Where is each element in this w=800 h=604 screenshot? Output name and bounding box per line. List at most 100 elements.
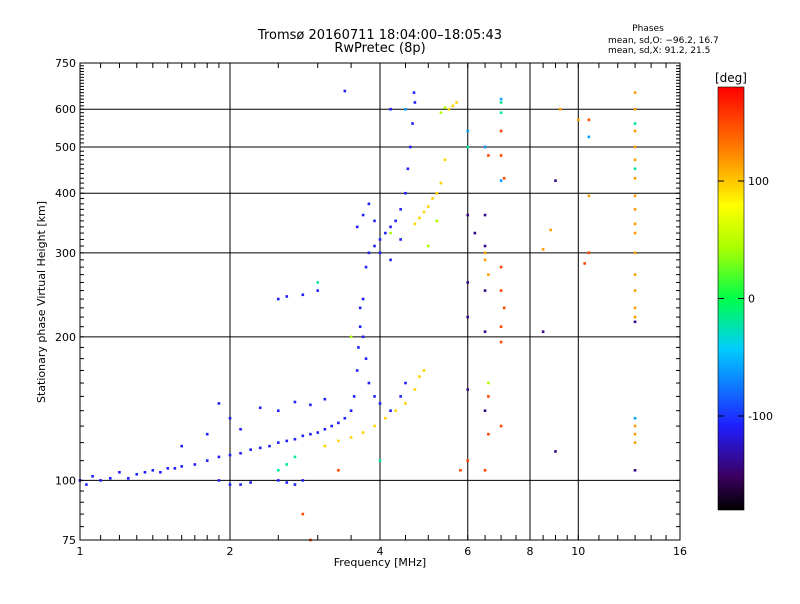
data-point (384, 416, 387, 420)
y-tick-label: 100 (55, 474, 76, 487)
data-point (389, 258, 392, 262)
colorbar: [deg] 100 0 -100 (715, 71, 773, 511)
data-point (487, 381, 490, 385)
data-point (373, 424, 376, 428)
data-point (378, 251, 382, 255)
data-point (217, 402, 221, 405)
data-point (355, 369, 359, 372)
data-point (483, 244, 487, 248)
data-point (633, 441, 637, 444)
data-point (483, 409, 487, 413)
data-point (378, 402, 382, 405)
data-point (217, 479, 221, 482)
data-point (633, 306, 637, 310)
data-point (330, 424, 334, 428)
data-point (499, 97, 503, 101)
colorbar-tick-label: 100 (748, 175, 769, 188)
data-point (633, 167, 637, 171)
data-point (633, 176, 637, 180)
data-point (583, 262, 586, 265)
y-tick-label: 750 (55, 57, 76, 70)
data-point (323, 444, 327, 448)
data-point (276, 409, 280, 413)
data-point (633, 315, 637, 319)
data-point (554, 179, 557, 182)
colorbar-tick-label: -100 (748, 410, 773, 423)
data-point (239, 483, 242, 486)
data-point (499, 325, 503, 329)
data-point (541, 330, 545, 333)
data-point (301, 434, 305, 438)
data-point (352, 395, 356, 398)
data-point (404, 381, 407, 385)
data-point (483, 145, 487, 149)
data-point (126, 477, 130, 480)
data-point (447, 107, 451, 111)
data-point (173, 467, 177, 470)
data-point (358, 325, 362, 329)
data-point (85, 483, 88, 486)
data-point (337, 468, 340, 472)
data-point (378, 238, 382, 241)
y-axis-label: Stationary phase Virtual Height [km] (35, 201, 48, 403)
data-point (412, 91, 416, 94)
data-point (554, 450, 557, 453)
data-point (443, 106, 447, 109)
data-point (422, 369, 426, 372)
data-point (301, 512, 305, 516)
data-point (118, 470, 121, 474)
data-point (459, 468, 462, 472)
data-point (293, 455, 297, 459)
data-point (451, 104, 455, 108)
data-point (439, 111, 443, 115)
data-point (633, 231, 637, 235)
data-point (587, 194, 591, 198)
data-point (435, 219, 439, 223)
x-tick-label: 4 (377, 545, 384, 558)
data-point (367, 381, 371, 385)
data-point (343, 89, 347, 93)
data-point (361, 213, 365, 217)
data-point (576, 118, 580, 122)
data-point (399, 238, 402, 241)
data-point (301, 479, 305, 482)
data-point (285, 481, 289, 484)
data-point (228, 483, 232, 486)
data-point (487, 395, 490, 398)
phase-stats-x: mean, sd,X: 91.2, 21.5 (608, 46, 710, 56)
y-tick-label: 200 (55, 331, 76, 344)
data-point (249, 481, 252, 484)
data-point (361, 297, 365, 301)
data-point (466, 459, 470, 462)
data-point (455, 101, 458, 104)
data-point (422, 210, 426, 214)
data-point (349, 436, 353, 439)
y-tick-label: 500 (55, 141, 76, 154)
data-point (499, 340, 503, 344)
data-point (487, 273, 490, 276)
data-point (394, 219, 397, 223)
data-point (355, 225, 359, 229)
data-point (276, 468, 280, 472)
data-point (316, 289, 320, 292)
data-point (499, 265, 503, 269)
data-point (633, 122, 637, 125)
data-point (549, 228, 552, 232)
data-point (487, 432, 490, 436)
data-point (587, 135, 591, 139)
data-point (309, 403, 312, 407)
data-point (633, 222, 637, 226)
data-point (502, 176, 506, 180)
data-point (309, 432, 312, 436)
data-point (217, 455, 221, 459)
data-point (483, 258, 487, 262)
phase-stats: Phases mean, sd,O: −96.2, 16.7 mean, sd,… (608, 24, 719, 56)
data-point (143, 470, 147, 474)
data-point (180, 444, 184, 448)
data-point (502, 306, 506, 310)
data-point (499, 129, 503, 133)
data-point (316, 281, 320, 284)
data-point (483, 251, 487, 255)
